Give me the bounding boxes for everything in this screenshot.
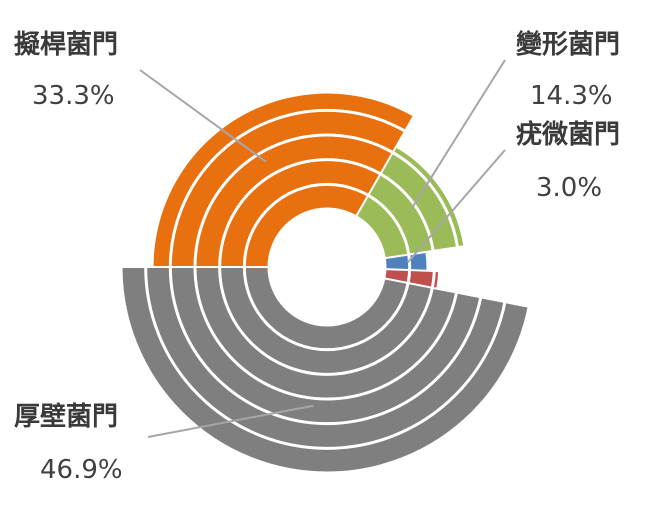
slice-4 <box>383 269 439 289</box>
leader-line <box>147 404 314 438</box>
label-firmicutes-pct: 46.9% <box>40 455 123 485</box>
leader-line <box>410 59 506 210</box>
leader-lines <box>139 59 506 438</box>
label-bacteroidetes-pct: 33.3% <box>32 81 115 111</box>
leader-line <box>406 149 506 264</box>
label-proteobacteria-pct: 14.3% <box>530 81 613 111</box>
label-firmicutes-name: 厚壁菌門 <box>14 402 119 432</box>
label-verrucomicrobia-name: 疣微菌門 <box>516 120 621 150</box>
slice-separator <box>384 268 535 276</box>
slice-separator <box>355 86 432 218</box>
label-verrucomicrobia-pct: 3.0% <box>536 173 603 203</box>
center-hole <box>269 209 385 325</box>
slice-separator <box>383 277 532 309</box>
leader-line <box>139 69 267 163</box>
slice-5 <box>121 267 530 474</box>
label-proteobacteria-name: 變形菌門 <box>516 30 621 60</box>
ring-separators <box>119 59 535 475</box>
slice-separator <box>384 234 533 260</box>
label-bacteroidetes-name: 擬桿菌門 <box>14 30 119 60</box>
